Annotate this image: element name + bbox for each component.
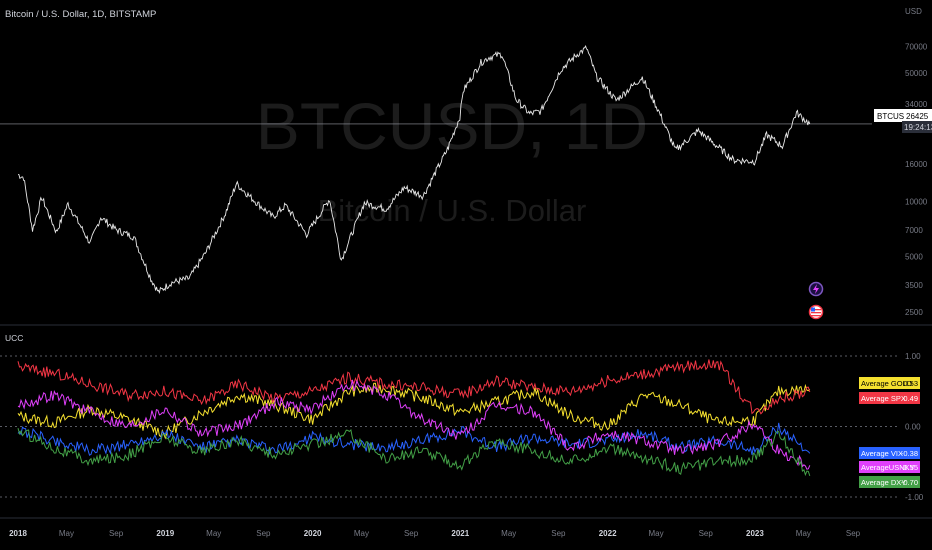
indicator-label-value: -0.55: [901, 463, 918, 472]
time-tick-label: May: [206, 529, 221, 538]
indicator-label-name: AverageUSNKY: [861, 463, 915, 472]
indicator-label-value: 0.49: [903, 394, 918, 403]
time-tick-label: 2020: [304, 529, 322, 538]
time-tick-label: May: [501, 529, 516, 538]
price-tag-value-box: [904, 109, 932, 122]
watermark-subtitle: Bitcoin / U.S. Dollar: [318, 193, 587, 228]
indicator-label-box: [859, 476, 920, 488]
indicator-series-line: [17, 359, 811, 415]
us-flag-icon[interactable]: [808, 304, 824, 320]
indicator-label-box: [859, 392, 920, 404]
time-tick-label: 2018: [9, 529, 27, 538]
time-tick-label: Sep: [699, 529, 714, 538]
price-tag-label-box: [874, 109, 904, 122]
time-tick-label: Sep: [256, 529, 271, 538]
time-tick-label: Sep: [109, 529, 124, 538]
price-tag-countdown-box: [902, 121, 932, 133]
price-series-group: [18, 45, 811, 295]
indicator-value-label: AverageUSNKY-0.55: [859, 461, 920, 473]
price-tag: BTCUSD 26425 19:24:13: [874, 109, 932, 133]
price-tick-label: 50000: [905, 69, 928, 78]
indicator-series-line: [17, 382, 811, 440]
indicator-series-line: [17, 422, 811, 456]
indicator-series-line: [17, 427, 811, 477]
indicator-label-box: [859, 377, 920, 389]
time-tick-label: May: [59, 529, 74, 538]
indicator-label-box: [859, 461, 920, 473]
indicator-axis[interactable]: 1.00 0.00 -1.00: [905, 352, 924, 502]
time-tick-label: 2022: [599, 529, 617, 538]
time-tick-label: 2023: [746, 529, 764, 538]
watermark-title: BTCUSD, 1D: [256, 89, 648, 163]
price-axis-currency: USD: [905, 7, 922, 16]
indicator-label-name: Average SPX: [861, 394, 906, 403]
indicator-tick-label: 0.00: [905, 423, 921, 432]
indicator-label-value: -0.38: [901, 449, 918, 458]
time-tick-label: Sep: [404, 529, 419, 538]
price-tick-label: 70000: [905, 42, 928, 51]
price-tick-label: 34000: [905, 100, 928, 109]
indicator-value-label: Average DXY-0.70: [859, 476, 920, 488]
time-axis[interactable]: 2018 May Sep 2019 May Sep 2020 May Sep 2021 May Sep…: [9, 529, 861, 538]
time-tick-label: May: [354, 529, 369, 538]
price-tick-label: 16000: [905, 160, 928, 169]
indicator-name: UCC: [5, 333, 23, 343]
indicator-label-value: 0.53: [903, 379, 918, 388]
price-tag-value: 26425: [906, 112, 929, 121]
indicator-label-box: [859, 447, 920, 459]
price-tag-countdown: 19:24:13: [904, 123, 932, 132]
price-tick-label: 5000: [905, 253, 923, 262]
indicator-label-name: Average DXY: [861, 478, 906, 487]
indicator-series-group: [17, 359, 811, 477]
indicator-series-line: [17, 379, 811, 470]
price-tick-label: 3500: [905, 281, 923, 290]
price-tick-label: 2500: [905, 308, 923, 317]
price-tag-label: BTCUSD: [877, 112, 910, 121]
price-tick-label: 7000: [905, 226, 923, 235]
time-tick-label: May: [648, 529, 663, 538]
price-series-line: [18, 45, 811, 295]
price-tick-label: 10000: [905, 197, 928, 206]
time-tick-label: 2019: [156, 529, 174, 538]
indicator-label-name: Average GOLD: [861, 379, 913, 388]
indicator-tick-label: 1.00: [905, 352, 921, 361]
time-tick-label: Sep: [846, 529, 861, 538]
indicator-label-value: -0.70: [901, 478, 918, 487]
time-tick-label: Sep: [551, 529, 566, 538]
time-tick-label: 2021: [451, 529, 469, 538]
price-axis[interactable]: 70000 50000 34000 16000 10000 7000 5000 3500 250…: [905, 42, 928, 316]
indicator-tick-label: -1.00: [905, 493, 924, 502]
lightning-icon[interactable]: [808, 281, 824, 297]
symbol-title: Bitcoin / U.S. Dollar, 1D, BITSTAMP: [5, 9, 156, 20]
indicator-value-label: Average VIX-0.38: [859, 447, 920, 459]
time-tick-label: May: [796, 529, 811, 538]
indicator-label-name: Average VIX: [861, 449, 903, 458]
